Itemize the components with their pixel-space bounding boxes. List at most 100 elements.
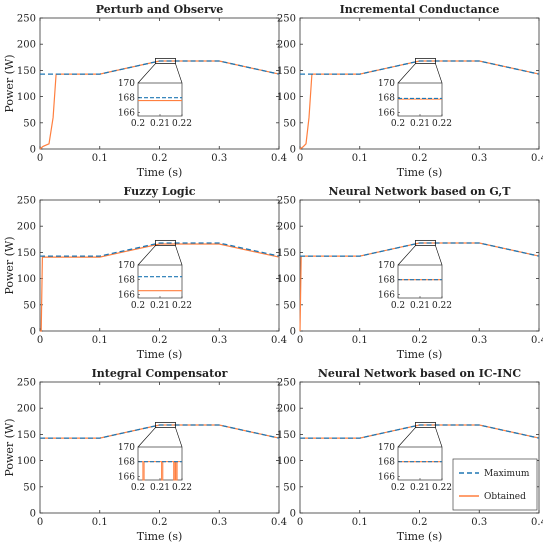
panel-2: Incremental Conductance 0 0.1 0.2 0.3 0.4 0 50 1… bbox=[277, 3, 543, 179]
x-tick-label: 0.3 bbox=[211, 517, 227, 528]
x-tick-label: 0.3 bbox=[471, 517, 487, 528]
series-maximum-line bbox=[300, 424, 540, 439]
series-maximum-line bbox=[40, 60, 280, 75]
x-tick-label: 0.1 bbox=[352, 517, 368, 528]
y-tick-label: 250 bbox=[277, 378, 296, 389]
legend-maximum-label: Maximum bbox=[484, 469, 530, 479]
panel-title: Perturb and Observe bbox=[96, 3, 223, 16]
y-tick-label: 0 bbox=[30, 327, 36, 338]
x-tick-label: 0.3 bbox=[471, 335, 487, 346]
zoom-region-box bbox=[155, 421, 176, 428]
inset-x-tick-label: 0.22 bbox=[432, 301, 452, 311]
x-tick-label: 0 bbox=[37, 335, 43, 346]
zoom-connector-right bbox=[175, 427, 183, 448]
inset-axes: 0.2 0.21 0.22 170 168 166 bbox=[378, 79, 452, 129]
zoom-connector-left bbox=[397, 427, 416, 448]
inset-x-tick-label: 0.21 bbox=[150, 483, 170, 493]
inset-x-tick-label: 0.21 bbox=[410, 483, 430, 493]
legend-box bbox=[452, 458, 538, 511]
x-tick-label: 0.1 bbox=[92, 335, 108, 346]
inset-y-tick-label: 166 bbox=[378, 472, 395, 482]
x-tick-label: 0.2 bbox=[412, 153, 428, 164]
y-tick-label: 150 bbox=[277, 248, 296, 259]
panel-6: Neural Network based on IC-INC 0 0.1 0.2 0.3… bbox=[277, 367, 543, 543]
y-tick-label: 150 bbox=[17, 66, 36, 77]
x-tick-label: 0.3 bbox=[211, 153, 227, 164]
zoom-connector-left bbox=[137, 427, 156, 448]
inset-axes: 0.2 0.21 0.22 170 168 166 bbox=[378, 261, 452, 311]
series-obtained-line bbox=[300, 424, 540, 439]
panel-title: Incremental Conductance bbox=[340, 3, 500, 16]
inset-y-tick-label: 170 bbox=[378, 79, 395, 89]
inset-x-tick-label: 0.2 bbox=[131, 301, 145, 311]
zoom-connector-left bbox=[137, 245, 156, 266]
inset-box bbox=[397, 446, 443, 481]
y-tick-label: 250 bbox=[17, 196, 36, 207]
inset-y-tick-label: 168 bbox=[378, 276, 395, 286]
y-tick-label: 200 bbox=[277, 222, 296, 233]
inset-y-tick-label: 168 bbox=[118, 94, 135, 104]
y-tick-label: 100 bbox=[277, 92, 296, 103]
series-maximum-line bbox=[40, 242, 280, 257]
zoom-connector-right bbox=[435, 63, 443, 84]
y-axis-label: Power (W) bbox=[3, 54, 16, 112]
inset-x-tick-label: 0.2 bbox=[391, 483, 405, 493]
y-tick-label: 100 bbox=[17, 456, 36, 467]
inset-y-tick-label: 170 bbox=[118, 443, 135, 453]
y-axis-label: Power (W) bbox=[3, 418, 16, 476]
x-tick-label: 0.4 bbox=[531, 153, 543, 164]
inset-y-tick-label: 168 bbox=[118, 458, 135, 468]
inset-x-tick-label: 0.21 bbox=[150, 301, 170, 311]
inset-axes: 0.2 0.21 0.22 170 168 166 bbox=[118, 443, 192, 493]
x-tick-label: 0 bbox=[37, 517, 43, 528]
y-tick-label: 150 bbox=[277, 66, 296, 77]
inset-y-tick-label: 170 bbox=[118, 79, 135, 89]
zoom-connector-right bbox=[175, 245, 183, 266]
panel-1: Perturb and Observe 0 0.1 0.2 0.3 0.4 0 50 100 15… bbox=[3, 3, 287, 179]
y-tick-label: 0 bbox=[290, 509, 296, 520]
y-tick-label: 50 bbox=[23, 300, 36, 311]
zoom-region-box bbox=[415, 421, 436, 428]
zoom-region-box bbox=[415, 57, 436, 64]
legend: Maximum Obtained bbox=[452, 458, 538, 511]
y-tick-label: 150 bbox=[17, 430, 36, 441]
y-tick-label: 150 bbox=[277, 430, 296, 441]
inset-box bbox=[137, 82, 183, 117]
y-tick-label: 0 bbox=[30, 509, 36, 520]
inset-x-tick-label: 0.22 bbox=[172, 119, 192, 129]
y-tick-label: 50 bbox=[23, 118, 36, 129]
series-maximum-line bbox=[300, 242, 540, 257]
y-tick-label: 200 bbox=[17, 40, 36, 51]
inset-x-tick-label: 0.2 bbox=[391, 119, 405, 129]
inset-x-tick-label: 0.2 bbox=[391, 301, 405, 311]
inset-box bbox=[397, 264, 443, 299]
inset-x-tick-label: 0.22 bbox=[172, 483, 192, 493]
x-tick-label: 0.2 bbox=[152, 335, 168, 346]
inset-x-tick-label: 0.21 bbox=[410, 301, 430, 311]
panel-5: Integral Compensator 0 0.1 0.2 0.3 0.4 0 50 100 1… bbox=[3, 367, 287, 543]
x-tick-label: 0.1 bbox=[352, 335, 368, 346]
zoom-connector-left bbox=[137, 63, 156, 84]
x-tick-label: 0.4 bbox=[531, 517, 543, 528]
y-tick-label: 100 bbox=[17, 92, 36, 103]
panel-3: Fuzzy Logic 0 0.1 0.2 0.3 0.4 0 50 100 150 200 250 T… bbox=[3, 185, 287, 361]
zoom-region-box bbox=[155, 239, 176, 246]
y-tick-label: 100 bbox=[277, 274, 296, 285]
x-tick-label: 0.4 bbox=[271, 153, 287, 164]
zoom-region-box bbox=[155, 57, 176, 64]
inset-y-tick-label: 166 bbox=[118, 290, 135, 300]
zoom-connector-left bbox=[397, 63, 416, 84]
x-tick-label: 0 bbox=[297, 517, 303, 528]
y-tick-label: 0 bbox=[290, 327, 296, 338]
inset-y-tick-label: 170 bbox=[378, 261, 395, 271]
y-axis-label: Power (W) bbox=[3, 236, 16, 294]
y-tick-label: 50 bbox=[283, 482, 296, 493]
x-tick-label: 0.2 bbox=[412, 517, 428, 528]
y-tick-label: 0 bbox=[290, 145, 296, 156]
legend-obtained-label: Obtained bbox=[484, 492, 526, 502]
inset-y-tick-label: 168 bbox=[118, 276, 135, 286]
x-tick-label: 0.4 bbox=[531, 335, 543, 346]
zoom-connector-right bbox=[435, 427, 443, 448]
inset-y-tick-label: 166 bbox=[378, 290, 395, 300]
x-tick-label: 0.4 bbox=[271, 517, 287, 528]
